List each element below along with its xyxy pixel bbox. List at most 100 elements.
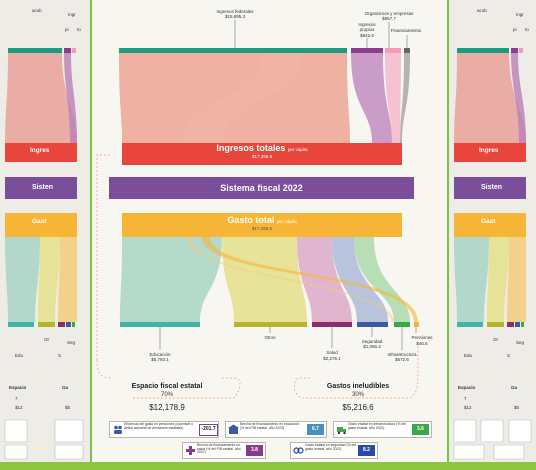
- left-legend-box-4: [54, 444, 84, 460]
- ineludibles-bracket: [294, 340, 419, 399]
- right-flow-edu: [454, 237, 489, 322]
- left-otros-bar: [38, 322, 55, 327]
- right-salud-bar: [507, 322, 514, 327]
- seguridad-bar: [357, 322, 388, 327]
- left-top-label-4: to: [77, 27, 81, 32]
- legend-salud: Brecha de financiamiento en salud (% del…: [182, 442, 266, 459]
- right-summary-3: $12: [464, 405, 472, 410]
- sankey-diagram: [96, 20, 419, 399]
- ineludibles-label: Gastos ineludibles: [326, 383, 390, 390]
- left-sistema-label: Sisten: [32, 184, 54, 191]
- propios-value: $942.6: [360, 33, 374, 38]
- otros-label: Otros: [264, 335, 276, 340]
- bottom-green-bar: [0, 462, 536, 470]
- flow-pensiones-2: [187, 237, 395, 322]
- pensiones-label: Pensiones: [411, 335, 433, 340]
- health-icon: [186, 446, 195, 455]
- estatal-label: Espacio fiscal estatal: [131, 383, 203, 390]
- legend-pensiones-value: -201.7: [199, 424, 218, 436]
- left-sankey: [4, 48, 84, 460]
- left-summary-1: Espacio: [9, 385, 27, 390]
- infraestructura-label: Infraestructura: [387, 352, 417, 357]
- right-seg-bar: [515, 322, 520, 327]
- police-icon: [293, 447, 304, 454]
- right-summary-4: Ga: [511, 385, 518, 390]
- right-divider: [447, 0, 449, 470]
- left-summary-3: $12: [15, 405, 23, 410]
- flow-propios: [351, 53, 392, 143]
- legend-seguridad-value: 8.2: [358, 445, 375, 456]
- ingresos-label: Ingresos totales: [216, 143, 286, 153]
- flow-otros: [222, 237, 307, 322]
- flow-salud: [297, 237, 352, 322]
- right-legend-box-1: [453, 419, 477, 443]
- flow-financiamiento: [400, 53, 410, 143]
- right-flow-propios: [511, 53, 526, 143]
- right-gasto-band: [454, 213, 526, 237]
- right-sistema-band: [454, 177, 526, 199]
- gasto-per-capita: per cápita: [276, 219, 297, 224]
- left-federal-bar: [8, 48, 62, 53]
- right-empresas-bar: [519, 48, 523, 53]
- left-flow-edu: [5, 237, 40, 322]
- legend-infraestructura-text: Gasto estatal en infraestructura (% del …: [348, 422, 406, 430]
- gasto-label: Gasto total: [227, 215, 275, 225]
- right-flow-in: [454, 53, 526, 143]
- flow-infraestructura: [354, 237, 410, 322]
- legend-seguridad-text: Gasto estatal en seguridad (% del gasto …: [305, 443, 357, 451]
- legend-educacion-value: 6.7: [307, 424, 324, 435]
- educacion-bar: [120, 322, 200, 327]
- educacion-value: $5,793.1: [151, 357, 169, 362]
- left-summary-2: 7: [15, 396, 18, 401]
- legend-pensiones-text: Eficiencia del gasto en pensiones (super…: [124, 422, 193, 430]
- flow-crossing: [182, 53, 302, 143]
- legend-infraestructura: Gasto estatal en infraestructura (% del …: [333, 421, 432, 438]
- legend-seguridad: Gasto estatal en seguridad (% del gasto …: [290, 442, 378, 459]
- left-top-label-1: acob: [32, 8, 42, 13]
- right-bottom-label-2: Ot: [493, 337, 498, 342]
- left-divider: [90, 0, 92, 470]
- left-legend-box-1: [4, 419, 28, 443]
- federal-value: $15,895.3: [224, 14, 246, 19]
- right-bottom-label-3: S: [507, 353, 511, 358]
- otros-bar: [234, 322, 307, 327]
- right-ingresos-band: [454, 143, 526, 162]
- financiamiento-label: Financiamiento: [390, 28, 422, 33]
- right-top-label-4: to: [525, 27, 529, 32]
- empresas-label: Organismos y empresas: [364, 11, 414, 16]
- ingresos-per-capita: per cápita: [287, 147, 308, 152]
- right-flow-rest: [507, 237, 526, 322]
- infraestructura-bar: [394, 322, 410, 327]
- legend-salud-value: 3.8: [246, 445, 263, 456]
- truck-icon: [337, 427, 346, 435]
- ineludibles-pct: 30%: [351, 392, 365, 398]
- left-propios-bar: [64, 48, 71, 53]
- right-legend-box-2: [480, 419, 504, 443]
- right-sistema-label: Sisten: [481, 184, 503, 191]
- salud-label: Salud: [326, 350, 338, 355]
- seguridad-label: Seguridad: [361, 339, 383, 344]
- left-ingresos-label: Ingres: [30, 147, 50, 154]
- right-ingresos-label: Ingres: [479, 147, 499, 154]
- left-top-label-2: Ingr: [68, 12, 76, 17]
- propios-bar: [351, 48, 383, 53]
- right-gasto-label: Gast: [481, 218, 496, 225]
- legend-salud-text: Brecha de financiamiento en salud (% del…: [197, 443, 241, 455]
- flow-seguridad: [332, 237, 388, 322]
- right-top-label-3: pi: [513, 27, 517, 32]
- right-legend-box-5: [493, 444, 525, 460]
- flow-educacion: [120, 237, 222, 322]
- people-icon: [114, 425, 122, 434]
- gasto-title: Gasto total per cápita: [122, 215, 402, 227]
- left-sistema-band: [5, 177, 77, 199]
- legend-infraestructura-value: 3.6: [412, 424, 429, 435]
- right-top-label-1: acob: [477, 8, 487, 13]
- left-gasto-band: [5, 213, 77, 237]
- school-icon: [228, 424, 239, 434]
- right-federal-bar: [457, 48, 509, 53]
- ineludibles-value: $5,216.6: [342, 403, 374, 412]
- flow-empresas: [385, 53, 401, 143]
- left-partial-infographic: acob Ingr pi to Ingres Sisten Gast Edu O…: [0, 0, 90, 470]
- left-bottom-label-2: Ot: [44, 337, 49, 342]
- propios-label: Ingresos propios: [358, 22, 376, 33]
